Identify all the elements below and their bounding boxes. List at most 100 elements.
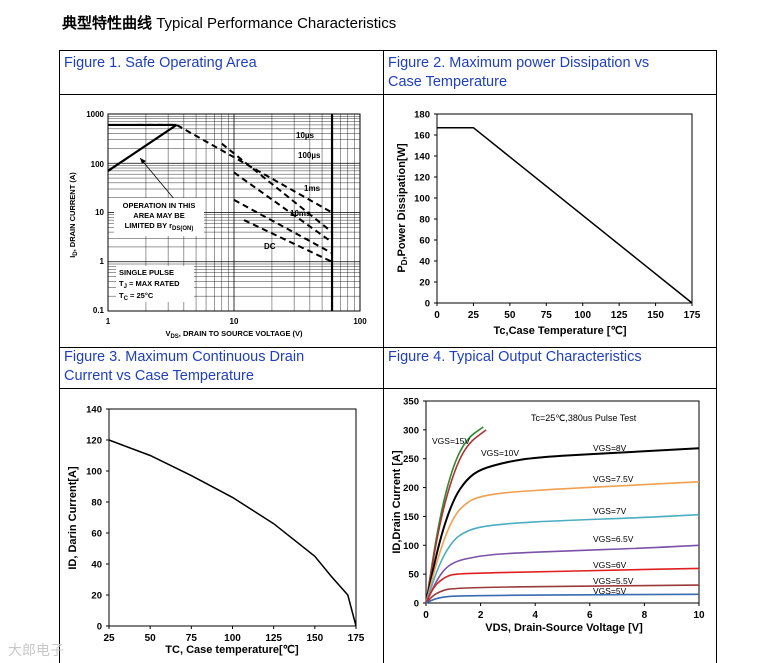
- fig4-series-8: [425, 593, 700, 604]
- fig1-annot-arrow: [139, 157, 176, 201]
- fig3-ticks: 25 50 75 100 125 150 175 0 20 40 60 80 100 120 140: [86, 405, 365, 645]
- fig2-xtick-label: 0: [434, 310, 440, 321]
- fig4-series-5: [425, 544, 700, 604]
- fig1-xtick-10: 10: [230, 317, 239, 326]
- fig2-ytick-label: 100: [414, 194, 430, 205]
- fig1-series-1: [221, 142, 333, 233]
- fig4-label-vgs15: VGS=15V: [432, 436, 470, 446]
- fig1-label-1ms: 1ms: [304, 184, 321, 193]
- fig3-ytick-label: 60: [91, 529, 102, 540]
- fig3-xtick-label: 100: [224, 633, 241, 644]
- fig4-series-2: [425, 447, 700, 604]
- fig2-xtick-label: 175: [684, 310, 701, 321]
- fig4-series-3: [425, 481, 700, 604]
- fig4-label-vgs7: VGS=7V: [593, 506, 627, 516]
- fig4-ytick-label: 150: [403, 512, 419, 523]
- fig1-series-3: [233, 199, 333, 254]
- fig3-xtick-label: 150: [306, 633, 323, 644]
- fig2-ytick-label: 140: [414, 152, 430, 163]
- fig1-lines: [107, 114, 334, 311]
- fig3-ytick-label: 120: [86, 436, 102, 447]
- fig3-ytick-label: 0: [97, 622, 102, 633]
- fig4-ytick-label: 300: [403, 425, 419, 436]
- page-title-cn: 典型特性曲线: [62, 15, 153, 32]
- fig2-title-line2: Case Temperature: [388, 74, 508, 90]
- fig3-ytick-label: 80: [91, 498, 102, 509]
- fig2-ytick-label: 60: [419, 236, 430, 247]
- table-border-mid-4: [384, 388, 717, 389]
- table-border-right: [716, 50, 717, 663]
- fig4-xtick-label: 4: [532, 610, 538, 621]
- fig3-title-line1: Figure 3. Maximum Continuous Drain: [64, 349, 305, 365]
- fig1-pulse-line1: SINGLE PULSE: [119, 268, 174, 277]
- fig4-series-6: [425, 567, 700, 604]
- fig4-xtick-label: 0: [423, 610, 429, 621]
- fig1-annot-box-bg: [114, 198, 204, 236]
- table-border-mid-1: [59, 94, 717, 95]
- fig1-label-dc: DC: [264, 242, 276, 251]
- fig1-ytick-100: 100: [91, 160, 105, 169]
- table-border-mid-2: [59, 347, 717, 348]
- fig4-xtick-label: 6: [587, 610, 593, 621]
- fig4-series-7: [425, 584, 700, 604]
- fig4-series-1: [425, 429, 487, 604]
- fig1-pulse-box-bg: [116, 266, 194, 302]
- fig2-xtick-label: 100: [574, 310, 591, 321]
- fig2-xlabel: Tc,Case Temperature [℃]: [494, 325, 627, 337]
- fig1-label-10us: 10µs: [296, 131, 315, 140]
- fig2-xtick-label: 50: [504, 310, 516, 321]
- fig2-ytick-label: 80: [419, 215, 430, 226]
- table-border-center: [383, 50, 384, 663]
- fig1-label-10ms: 10ms: [290, 209, 311, 218]
- fig1-series-2: [233, 171, 333, 244]
- fig1-xlabel: VDS, DRAIN TO SOURCE VOLTAGE (V): [165, 329, 303, 340]
- fig3-ytick-label: 20: [91, 591, 102, 602]
- fig2-xtick-label: 150: [647, 310, 664, 321]
- fig1-ytick-0.1: 0.1: [93, 306, 105, 315]
- fig3-title-line2: Current vs Case Temperature: [64, 368, 254, 384]
- fig2-ytick-label: 40: [419, 257, 430, 268]
- fig3-ytick-label: 100: [86, 467, 102, 478]
- fig4-series-4: [425, 513, 700, 604]
- fig4-label-vgs6: VGS=6V: [593, 560, 627, 570]
- fig4-xtick-label: 2: [478, 610, 484, 621]
- fig1-ylabel: ID, DRAIN CURRENT (A): [68, 172, 79, 258]
- fig4-xlabel: VDS, Drain-Source Voltage [V]: [485, 622, 643, 634]
- fig1-pulse-line3: TC = 25°C: [119, 291, 154, 302]
- watermark: 大郎电子: [8, 642, 64, 658]
- fig2-ytick-label: 160: [414, 131, 430, 142]
- fig1-title: Figure 1. Safe Operating Area: [64, 55, 257, 71]
- fig2-title-line1: Figure 2. Maximum power Dissipation vs: [388, 55, 650, 71]
- fig4-xtick-label: 10: [693, 610, 705, 621]
- fig4-plot-area: [425, 400, 700, 604]
- fig2-ytick-label: 180: [414, 110, 430, 121]
- fig4-ytick-label: 200: [403, 483, 419, 494]
- fig3-ytick-label: 140: [86, 405, 102, 416]
- fig1-annot-arrowhead: [140, 158, 146, 164]
- fig4-label-vgs5.5: VGS=5.5V: [593, 576, 634, 586]
- fig4-label-vgs5: VGS=5V: [593, 586, 627, 596]
- fig4-ytick-label: 100: [403, 541, 419, 552]
- fig4-label-vgs7.5: VGS=7.5V: [593, 474, 634, 484]
- table-border-left: [59, 50, 60, 663]
- fig4-ytick-label: 0: [414, 599, 419, 610]
- fig1-ytick-10: 10: [95, 208, 104, 217]
- fig4-ytick-label: 250: [403, 454, 419, 465]
- fig1-ytick-1: 1: [100, 257, 105, 266]
- fig2-ytick-label: 20: [419, 278, 430, 289]
- fig3-title: Figure 3. Maximum Continuous Drain Curren…: [64, 348, 304, 386]
- fig2-ytick-label: 120: [414, 173, 430, 184]
- fig3-xtick-label: 175: [348, 633, 365, 644]
- fig2-series-line: [437, 126, 693, 304]
- fig1-label-100us: 100µs: [298, 151, 321, 160]
- fig1-annot-line3: LIMITED BY rDS(ON): [125, 221, 194, 232]
- fig3-xtick-label: 125: [265, 633, 282, 644]
- fig1-annot-line2: AREA MAY BE: [133, 211, 184, 220]
- table-border-mid-3: [59, 388, 384, 389]
- fig2-xtick-label: 25: [468, 310, 480, 321]
- page-title: 典型特性曲线 Typical Performance Characteristi…: [62, 12, 396, 33]
- fig3-xtick-label: 25: [103, 633, 115, 644]
